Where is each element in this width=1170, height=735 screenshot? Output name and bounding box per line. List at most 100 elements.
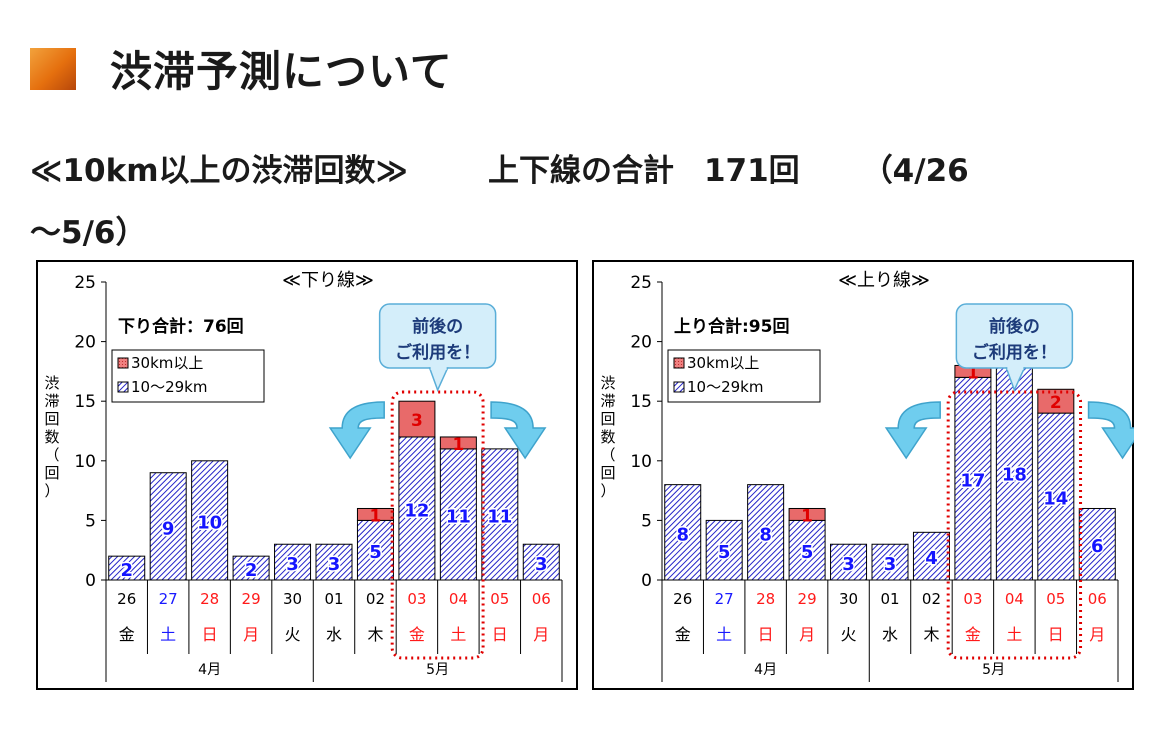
bar-30km bbox=[788, 507, 826, 521]
y-tick-label: 20 bbox=[74, 333, 96, 353]
subtitle-part1: ≪10km以上の渋滞回数≫ bbox=[30, 153, 408, 189]
x-weekday-label: 月 bbox=[533, 625, 549, 644]
bar-30km bbox=[398, 400, 436, 438]
bar-10-29km bbox=[995, 364, 1033, 581]
x-weekday-label: 金 bbox=[119, 625, 135, 644]
heading-marker-icon bbox=[30, 48, 76, 90]
highlight-dotted-box bbox=[946, 390, 1083, 660]
x-date-label: 27 bbox=[159, 590, 178, 608]
x-weekday-label: 月 bbox=[799, 625, 815, 644]
legend-box bbox=[667, 349, 821, 403]
bar-value-label-10-29km: 2 bbox=[120, 560, 133, 581]
chart-subtitle: ≪10km以上の渋滞回数≫ 上下線の合計 171回 （4/26 〜5/6） bbox=[30, 140, 1130, 264]
bar-value-label-30km: 1 bbox=[801, 506, 813, 526]
y-tick-label: 25 bbox=[74, 273, 96, 293]
y-tick-label: 10 bbox=[630, 452, 652, 472]
chart-title: ≪上り線≫ bbox=[838, 270, 930, 291]
bar-10-29km bbox=[191, 460, 229, 581]
bar-10-29km bbox=[830, 543, 868, 581]
bar-value-label-10-29km: 5 bbox=[369, 542, 382, 563]
legend-label-30km: 30km以上 bbox=[131, 354, 203, 372]
subtitle-part2: 上下線の合計 bbox=[487, 153, 674, 189]
bar-10-29km bbox=[439, 448, 477, 581]
y-tick-label: 5 bbox=[85, 511, 96, 531]
x-date-label: 30 bbox=[283, 590, 302, 608]
chart-title: ≪下り線≫ bbox=[282, 270, 374, 291]
legend-label-10km: 10〜29km bbox=[687, 378, 763, 396]
bar-value-label-10-29km: 9 bbox=[162, 518, 175, 539]
x-weekday-label: 木 bbox=[367, 625, 383, 644]
y-tick-label: 0 bbox=[641, 571, 652, 591]
x-date-label: 29 bbox=[798, 590, 817, 608]
x-date-label: 03 bbox=[407, 590, 426, 608]
x-date-label: 28 bbox=[756, 590, 775, 608]
y-axis-label-char: 回 bbox=[44, 464, 59, 482]
x-date-label: 04 bbox=[449, 590, 468, 608]
x-date-label: 03 bbox=[963, 590, 982, 608]
bar-10-29km bbox=[747, 484, 785, 581]
x-date-label: 01 bbox=[880, 590, 899, 608]
y-axis-label-char: （ bbox=[44, 446, 59, 464]
legend-swatch-10km bbox=[117, 381, 129, 393]
right-curved-arrow-icon bbox=[1087, 401, 1134, 460]
x-date-label: 06 bbox=[1088, 590, 1107, 608]
x-weekday-label: 日 bbox=[492, 625, 508, 644]
legend-label-10km: 10〜29km bbox=[131, 378, 207, 396]
y-tick-label: 25 bbox=[630, 273, 652, 293]
bar-value-label-10-29km: 12 bbox=[404, 500, 429, 521]
x-date-label: 27 bbox=[715, 590, 734, 608]
bar-value-label-10-29km: 14 bbox=[1043, 489, 1068, 510]
bar-value-label-30km: 1 bbox=[452, 435, 464, 455]
month-label: 4月 bbox=[754, 662, 777, 678]
x-date-label: 05 bbox=[1046, 590, 1065, 608]
legend-label-30km: 30km以上 bbox=[687, 354, 759, 372]
bar-10-29km bbox=[1037, 412, 1075, 581]
bar-value-label-10-29km: 5 bbox=[718, 542, 731, 563]
y-axis-label-char: 回 bbox=[44, 410, 59, 428]
y-axis-label-char: ） bbox=[44, 482, 59, 500]
y-axis-label-char: 数 bbox=[600, 428, 615, 446]
page-title: 渋滞予測について bbox=[110, 47, 453, 96]
bar-value-label-10-29km: 8 bbox=[759, 524, 772, 545]
bar-10-29km bbox=[954, 376, 992, 581]
y-axis-label-char: 渋 bbox=[44, 374, 59, 392]
right-curved-arrow-icon bbox=[490, 401, 547, 460]
bar-10-29km bbox=[522, 543, 560, 581]
y-tick-label: 15 bbox=[630, 392, 652, 412]
y-axis-label-char: 回 bbox=[600, 464, 615, 482]
bar-value-label-10-29km: 11 bbox=[487, 506, 512, 527]
bar-10-29km bbox=[356, 519, 394, 581]
x-date-label: 04 bbox=[1005, 590, 1024, 608]
y-axis-label-char: ） bbox=[600, 482, 615, 500]
bar-value-label-30km: 1 bbox=[370, 506, 382, 526]
subtitle-part5: 〜5/6） bbox=[30, 215, 147, 251]
callout-text-line1: 前後の bbox=[412, 316, 463, 337]
x-weekday-label: 土 bbox=[160, 625, 176, 644]
bar-value-label-10-29km: 3 bbox=[884, 554, 897, 575]
x-weekday-label: 日 bbox=[1048, 625, 1064, 644]
bar-value-label-10-29km: 17 bbox=[960, 471, 985, 492]
y-axis-label-char: （ bbox=[600, 446, 615, 464]
x-weekday-label: 金 bbox=[675, 625, 691, 644]
x-date-label: 26 bbox=[673, 590, 692, 608]
x-date-label: 05 bbox=[490, 590, 509, 608]
x-weekday-label: 火 bbox=[285, 625, 301, 644]
bar-30km bbox=[439, 436, 477, 450]
bar-10-29km bbox=[315, 543, 353, 581]
chart-total-label: 上り合計:95回 bbox=[674, 316, 789, 337]
callout-pointer bbox=[428, 367, 449, 392]
month-label: 5月 bbox=[426, 662, 449, 678]
y-axis-label-char: 数 bbox=[44, 428, 59, 446]
subtitle-part4: （4/26 bbox=[861, 153, 969, 189]
left-curved-arrow-icon bbox=[328, 401, 385, 460]
x-weekday-label: 日 bbox=[202, 625, 218, 644]
x-date-label: 02 bbox=[922, 590, 941, 608]
bar-30km bbox=[356, 507, 394, 521]
legend-swatch-30km bbox=[673, 357, 685, 369]
subtitle-part3: 171回 bbox=[703, 153, 800, 189]
callout-pointer-mask bbox=[1007, 366, 1024, 370]
callout-pointer-mask bbox=[430, 366, 447, 370]
y-tick-label: 5 bbox=[641, 511, 652, 531]
bar-10-29km bbox=[274, 543, 312, 581]
bar-value-label-30km: 2 bbox=[1050, 393, 1062, 413]
